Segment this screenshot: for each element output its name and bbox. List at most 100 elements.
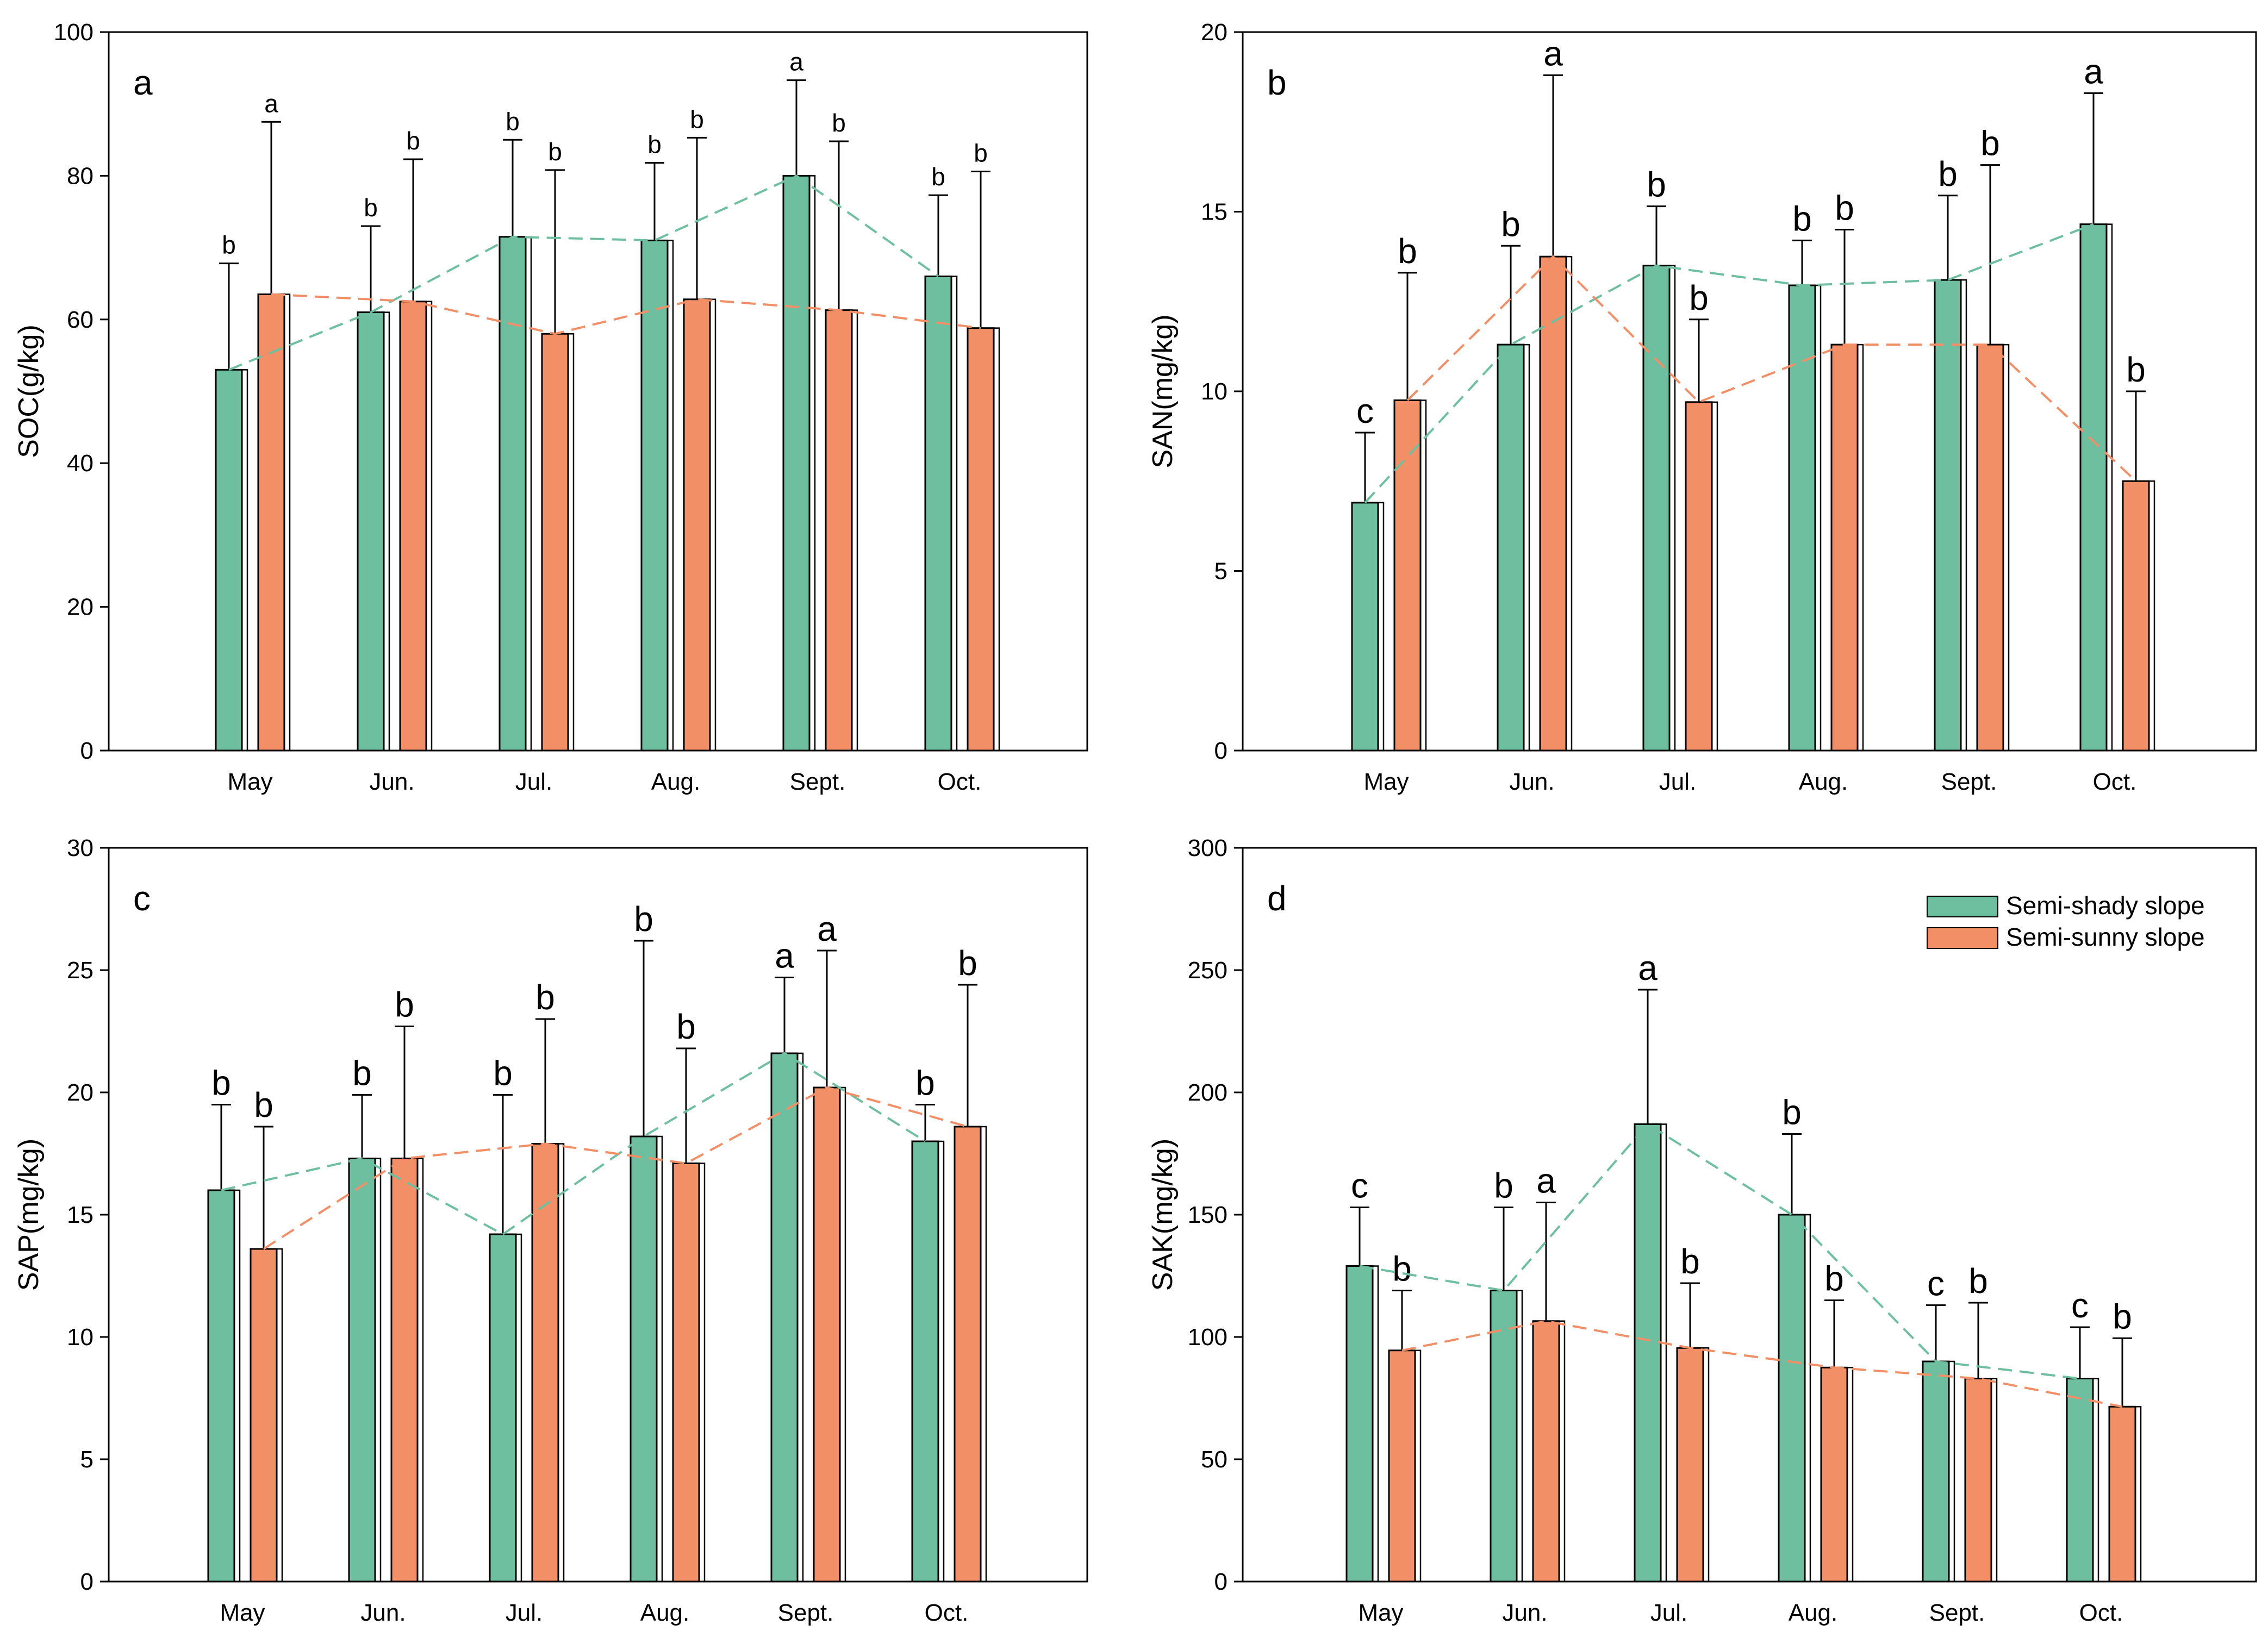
bar (1497, 343, 1525, 752)
bar-edge (1847, 1367, 1854, 1582)
x-tick-label: Jun. (1509, 768, 1554, 795)
y-tick-label: 0 (80, 738, 94, 764)
y-tick-label: 0 (80, 1568, 94, 1595)
bar-edge (418, 1158, 424, 1582)
bar (967, 327, 995, 752)
bar-edge (1712, 401, 1718, 751)
y-tick-label: 5 (1214, 558, 1228, 585)
bar-edge (1415, 1349, 1422, 1582)
significance-label: b (395, 985, 414, 1024)
y-tick-label: 100 (54, 19, 94, 46)
bar-edge (1669, 265, 1676, 751)
bar (531, 1143, 559, 1583)
significance-label: a (789, 48, 803, 76)
bar-edge (516, 1233, 522, 1582)
bar-edge (284, 293, 291, 751)
bar (770, 1052, 799, 1583)
trend-line (1406, 255, 2137, 482)
significance-label: b (1647, 165, 1666, 204)
y-tick-label: 200 (1188, 1079, 1228, 1106)
x-tick-label: Sept. (778, 1599, 834, 1626)
bar (683, 298, 711, 752)
bar-edge (1566, 255, 1573, 751)
y-tick-label: 50 (1201, 1446, 1228, 1473)
significance-label: b (1689, 278, 1709, 317)
panel-b: 0 5 10 15 20 SAN(mg/kg) b May Jun. Jul. Aug. Sept. O… (1147, 19, 2257, 795)
y-tick-label: 80 (67, 163, 94, 189)
bar (672, 1163, 700, 1583)
bar-edge (568, 333, 575, 751)
significance-label: b (2126, 350, 2146, 389)
significance-label: c (2071, 1286, 2089, 1325)
x-tick-label: Jul. (506, 1599, 543, 1626)
y-tick-label: 150 (1188, 1202, 1228, 1228)
bar-edge (981, 1126, 987, 1582)
bar (1345, 1265, 1374, 1583)
significance-label: b (1980, 124, 2000, 163)
significance-label: b (974, 139, 988, 167)
bar-edge (994, 327, 1000, 751)
bar (1351, 502, 1379, 752)
x-tick-label: Sept. (1929, 1599, 1985, 1626)
significance-label: b (832, 109, 846, 137)
bar-edge (277, 1248, 283, 1582)
bar (348, 1158, 376, 1583)
bar-edge (1373, 1265, 1379, 1582)
y-tick-label: 250 (1188, 957, 1228, 984)
legend-label-semi-sunny: Semi-sunny slope (2006, 923, 2205, 951)
x-tick-label: Jun. (360, 1599, 406, 1626)
significance-label: a (1543, 34, 1563, 73)
significance-label: b (1824, 1259, 1844, 1298)
bar (215, 368, 243, 752)
significance-label: b (634, 899, 653, 939)
significance-label: b (1968, 1261, 1988, 1301)
significance-label: a (1638, 948, 1658, 988)
trend-line (1359, 1122, 2080, 1380)
y-tick-label: 10 (67, 1324, 94, 1351)
panel-label: d (1267, 879, 1287, 918)
significance-label: b (690, 105, 704, 133)
significance-label: b (493, 1054, 513, 1093)
bar (1685, 401, 1713, 752)
bar (2108, 1405, 2136, 1583)
bar-edge (809, 175, 816, 751)
bar (640, 239, 669, 752)
bar (489, 1233, 517, 1583)
panel-label: a (133, 63, 153, 102)
x-tick-label: Aug. (640, 1599, 690, 1626)
bar (1778, 1214, 1806, 1583)
legend-label-semi-shady: Semi-shady slope (2006, 891, 2205, 920)
bar-edge (840, 1086, 846, 1582)
bar (954, 1126, 982, 1583)
bar (1539, 255, 1567, 752)
bar (1388, 1349, 1416, 1583)
panel-d: Semi-shady slope Semi-sunny slope 0 50 100… (1147, 835, 2257, 1626)
significance-label: b (1792, 199, 1812, 238)
panel-label: c (133, 879, 151, 918)
significance-label: c (1927, 1264, 1945, 1303)
x-tick-label: Jul. (1650, 1599, 1687, 1626)
bar-edge (951, 276, 958, 751)
bar (499, 236, 527, 752)
x-tick-label: Aug. (1799, 768, 1848, 795)
significance-label: b (1680, 1242, 1700, 1281)
bar-edge (2093, 1378, 2099, 1582)
significance-label: a (817, 909, 837, 948)
bar (825, 309, 853, 752)
y-tick-label: 60 (67, 307, 94, 333)
bar-edge (938, 1140, 945, 1582)
bar-edge (657, 1135, 663, 1582)
bar-edge (1378, 502, 1385, 751)
trend-line (271, 293, 981, 335)
y-tick-label: 300 (1188, 835, 1228, 861)
bar-edge (1703, 1347, 1710, 1582)
bar-edge (234, 1189, 241, 1582)
significance-label: b (548, 138, 562, 166)
panel-c: 0 5 10 15 20 25 30 SAP(mg/kg) c May Jun. Jul. Aug. Se… (13, 835, 1088, 1626)
x-tick-label: May (1363, 768, 1409, 795)
y-tick-label: 15 (1201, 199, 1228, 226)
significance-label: b (1782, 1093, 1802, 1132)
x-tick-label: Oct. (938, 768, 982, 795)
x-tick-label: May (227, 768, 272, 795)
significance-label: a (1536, 1161, 1556, 1201)
